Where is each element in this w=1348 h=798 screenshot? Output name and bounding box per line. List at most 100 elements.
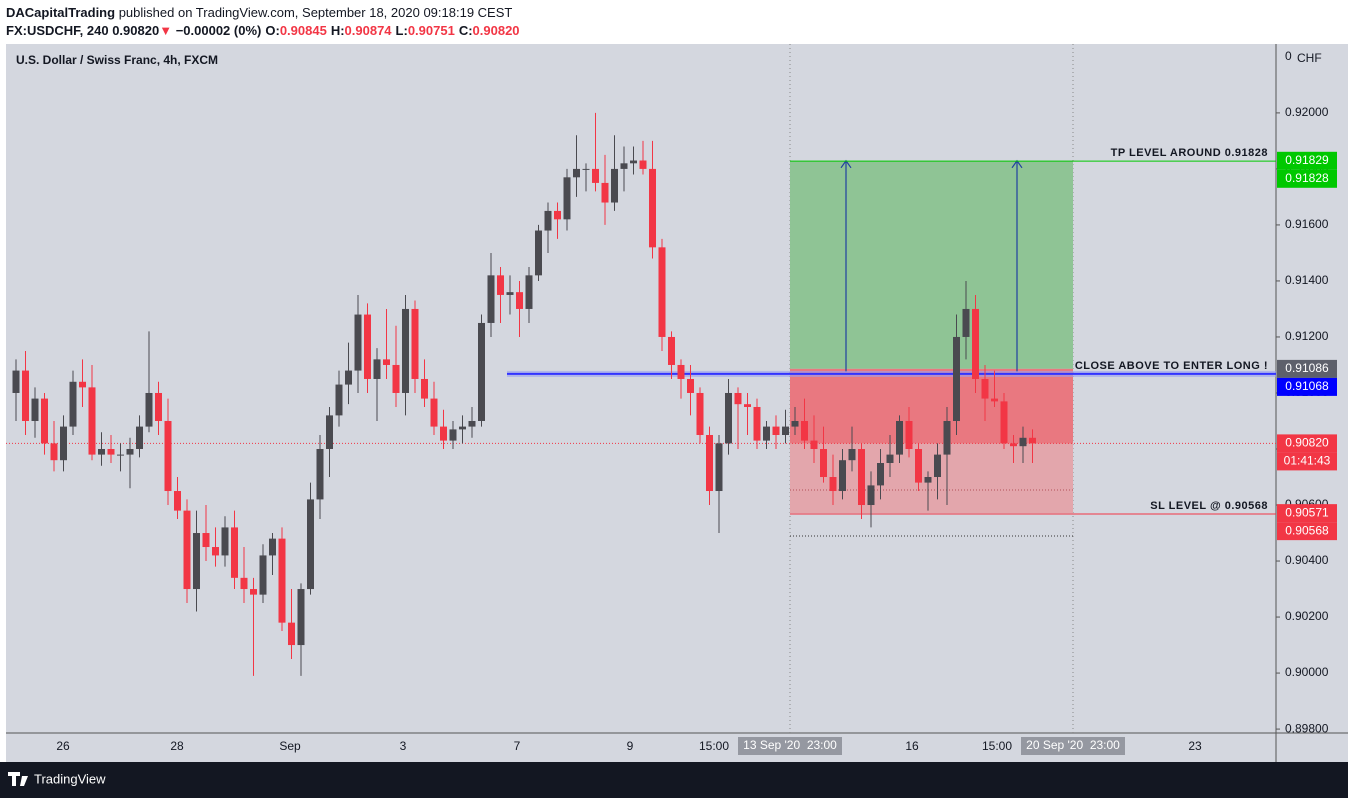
candle-body	[354, 314, 362, 371]
symbol: FX:USDCHF, 240	[6, 23, 109, 38]
candle-body	[639, 160, 647, 169]
candle-body	[516, 292, 523, 309]
candle-body	[430, 398, 438, 427]
candle-body	[497, 275, 504, 295]
candle-body	[136, 426, 143, 449]
ohlc-value: 0.90874	[344, 23, 392, 38]
candle-body	[839, 460, 846, 492]
candle-body	[905, 420, 913, 449]
candle-body	[1019, 437, 1027, 447]
x-highlight-bg	[1021, 737, 1125, 755]
y-tick-label: 0.90000	[1285, 665, 1329, 679]
candle-body	[554, 210, 561, 220]
candle-body	[240, 577, 248, 590]
countdown: 01:41:43	[1284, 454, 1331, 468]
candle-body	[468, 420, 476, 427]
y-tick-label: 0.91600	[1285, 217, 1329, 231]
ohlc-value: 0.90751	[407, 23, 455, 38]
candle-body	[41, 398, 48, 444]
ohlc-value: 0.90820	[472, 23, 520, 38]
candle-body	[962, 308, 970, 337]
candle-body	[88, 387, 96, 455]
candle-body	[668, 336, 675, 365]
candle-body	[915, 448, 922, 483]
candle-body	[98, 448, 105, 455]
candle-body	[174, 491, 181, 511]
candle-body	[487, 275, 495, 323]
price-label: 0.90820	[1285, 436, 1329, 450]
y-tick-label: 0.91200	[1285, 329, 1329, 343]
candle-body	[535, 230, 542, 276]
candle-body	[506, 292, 514, 295]
y-tick-label: 0.91400	[1285, 273, 1329, 287]
chart-bg	[6, 44, 1348, 762]
candle-body	[649, 168, 656, 248]
x-tick-label: 7	[514, 739, 521, 753]
candle-body	[316, 448, 324, 500]
candle-body	[801, 420, 808, 441]
candle-body	[858, 448, 865, 506]
candle-body	[326, 415, 333, 449]
y-tick-label: 0.89800	[1285, 721, 1329, 735]
candle-body	[402, 308, 409, 393]
candle-body	[592, 168, 599, 183]
x-highlight-bg	[738, 737, 842, 755]
candle-body	[867, 485, 875, 506]
candle-body	[345, 370, 352, 385]
candle-body	[269, 538, 276, 556]
x-tick-label: 28	[170, 739, 184, 753]
chart-title: U.S. Dollar / Swiss Franc, 4h, FXCM	[16, 53, 218, 67]
candle-body	[1029, 437, 1036, 444]
ohlc-label: C:	[458, 23, 473, 38]
candle-body	[611, 168, 618, 203]
candle-body	[810, 440, 818, 449]
candle-body	[449, 429, 457, 441]
candle-body	[212, 547, 219, 556]
candle-body	[687, 378, 694, 393]
candle-body	[145, 392, 153, 427]
candle-body	[459, 426, 466, 430]
candle-body	[31, 398, 39, 421]
candle-body	[924, 477, 932, 483]
price-label-bg	[1277, 151, 1337, 170]
candle-body	[69, 381, 77, 427]
y-tick-label: 0	[1285, 49, 1292, 63]
candle-body	[829, 477, 837, 492]
candle-body	[877, 463, 884, 486]
author[interactable]: DACapitalTrading	[6, 5, 116, 20]
x-tick-label: 26	[56, 739, 70, 753]
price-label: 0.91068	[1285, 379, 1329, 393]
candle-body	[573, 168, 580, 178]
publish-line: DACapitalTrading published on TradingVie…	[6, 4, 520, 22]
candle-body	[1010, 443, 1017, 447]
candle-body	[734, 392, 742, 405]
price-label-bg	[1277, 377, 1337, 396]
candle-body	[544, 210, 552, 231]
candle-body	[1000, 401, 1008, 444]
candle-body	[126, 448, 134, 455]
countdown-bg	[1277, 452, 1337, 471]
ohlc-label: H:	[330, 23, 345, 38]
brand[interactable]: TradingView	[34, 771, 106, 786]
candle-body	[848, 448, 856, 461]
level-text: CLOSE ABOVE TO ENTER LONG !	[1075, 360, 1268, 372]
x-tick-label: 16	[905, 739, 919, 753]
level-text: SL LEVEL @ 0.90568	[1150, 500, 1268, 512]
candle-body	[22, 370, 29, 421]
price-label-bg	[1277, 434, 1337, 453]
footer	[0, 762, 1348, 798]
candle-body	[953, 336, 960, 421]
last: 0.90820	[112, 23, 160, 38]
candle-body	[715, 443, 723, 492]
price-label: 0.90571	[1285, 505, 1329, 519]
candle-body	[297, 589, 305, 646]
candle-body	[392, 364, 400, 393]
candle-body	[421, 378, 428, 399]
candle-body	[155, 392, 162, 421]
candle-body	[364, 314, 371, 379]
candle-body	[383, 359, 390, 365]
candle-body	[107, 448, 115, 455]
candle-body	[991, 398, 998, 402]
price-label-bg	[1277, 169, 1337, 188]
candle-body	[193, 533, 200, 590]
